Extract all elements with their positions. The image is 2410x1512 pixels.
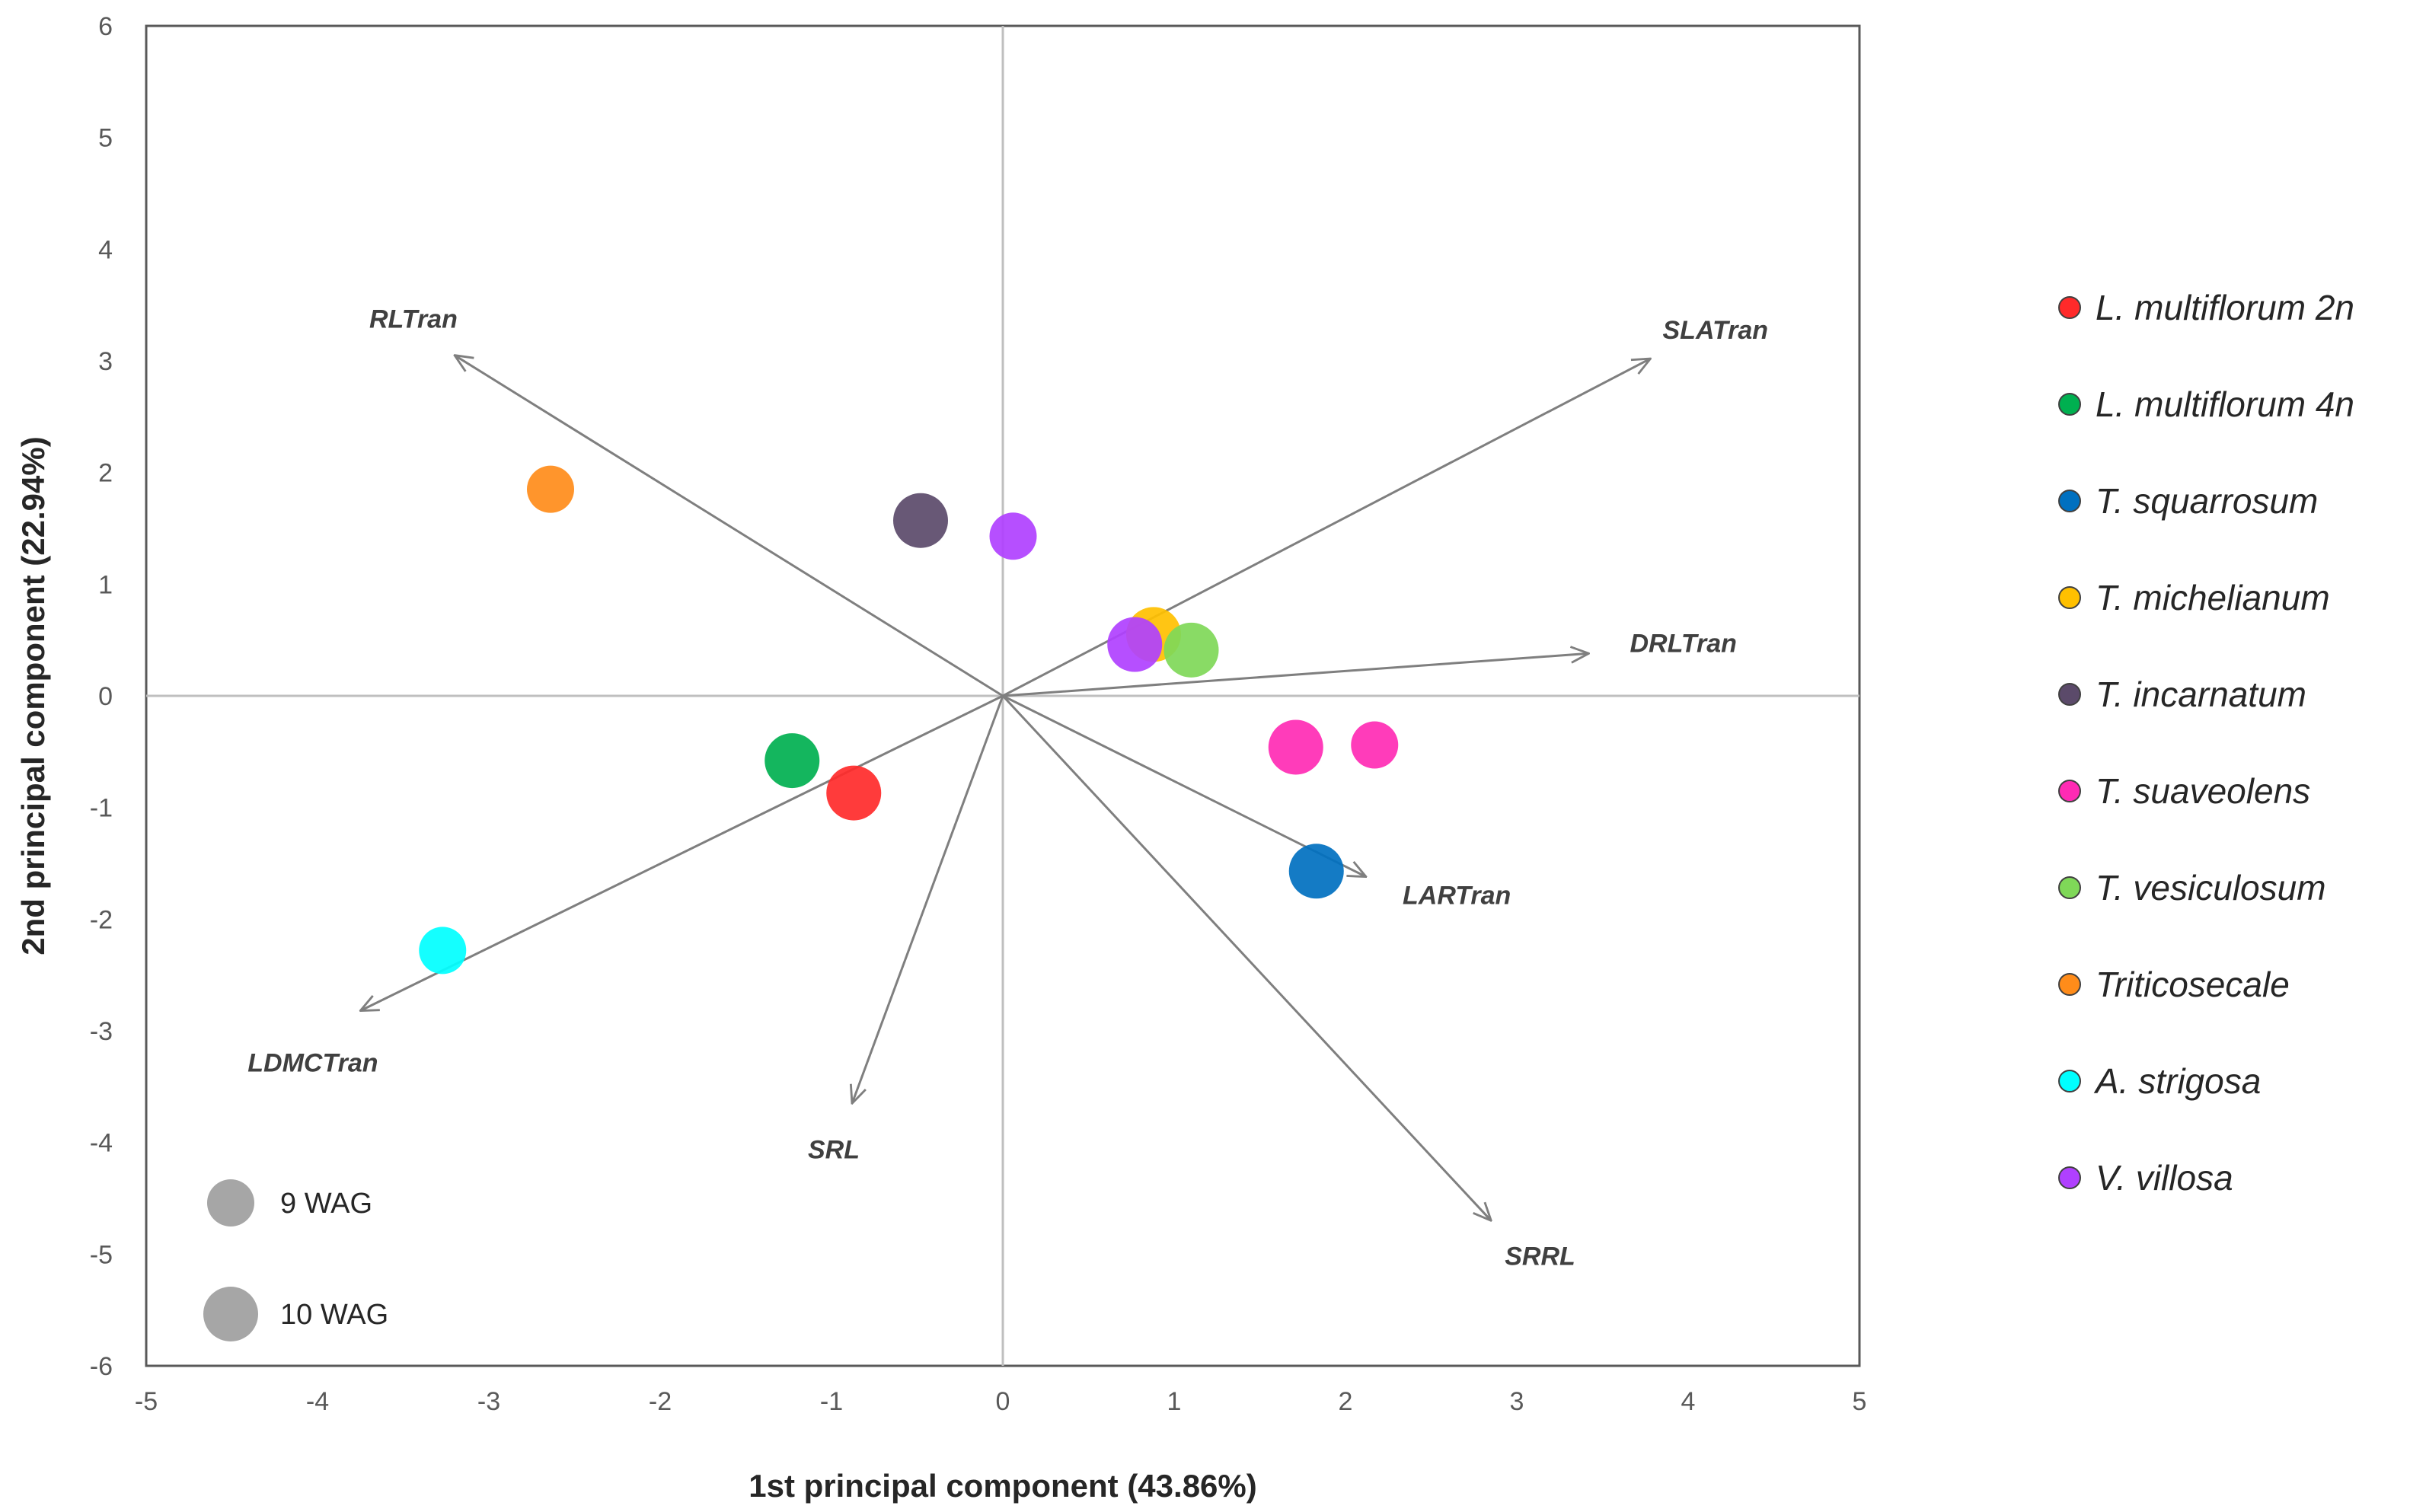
loading-vector-rltran xyxy=(455,356,1004,697)
size-legend: 9 WAG 10 WAG xyxy=(203,1179,388,1341)
x-tick-label: -3 xyxy=(477,1387,500,1416)
legend-marker xyxy=(2058,1166,2081,1189)
y-tick-label: 1 xyxy=(98,570,113,599)
size-legend-label: 10 WAG xyxy=(280,1299,388,1331)
vector-label-drltran: DRLTran xyxy=(1630,629,1737,658)
vector-label-lartran: LARTran xyxy=(1403,882,1511,911)
legend-marker xyxy=(2058,393,2081,416)
data-point[interactable] xyxy=(893,493,948,548)
legend-marker xyxy=(2058,973,2081,996)
legend-label: T. michelianum xyxy=(2096,578,2330,617)
x-tick-label: 5 xyxy=(1853,1387,1867,1416)
x-tick-label: -2 xyxy=(649,1387,672,1416)
x-tick-label: 4 xyxy=(1681,1387,1696,1416)
legend-marker xyxy=(2058,490,2081,512)
data-point[interactable] xyxy=(1164,622,1219,678)
legend-label: T. vesiculosum xyxy=(2096,868,2326,908)
data-point[interactable] xyxy=(419,927,467,975)
data-point[interactable] xyxy=(527,465,574,513)
data-point[interactable] xyxy=(764,733,820,789)
legend-label: L. multiflorum 2n xyxy=(2096,288,2354,327)
x-tick-label: 2 xyxy=(1339,1387,1353,1416)
x-tick-label: -5 xyxy=(135,1387,158,1416)
y-tick-label: 0 xyxy=(98,682,113,711)
data-point[interactable] xyxy=(1351,721,1399,769)
vector-label-rltran: RLTran xyxy=(369,305,458,334)
legend-label: Triticosecale xyxy=(2096,965,2290,1004)
loading-vector-srrl xyxy=(1001,694,1491,1220)
y-tick-label: -6 xyxy=(90,1352,113,1381)
y-tick-label: -3 xyxy=(90,1017,113,1046)
size-legend-marker xyxy=(203,1287,258,1341)
vector-label-ldmctran: LDMCTran xyxy=(247,1049,378,1078)
legend-marker xyxy=(2058,683,2081,706)
size-legend-marker xyxy=(207,1179,254,1227)
legend-label: L. multiflorum 4n xyxy=(2096,384,2354,424)
x-tick-label: 3 xyxy=(1510,1387,1524,1416)
y-axis-title: 2nd principal component (22.94%) xyxy=(15,436,51,955)
legend-label: T. incarnatum xyxy=(2096,675,2306,714)
legend-label: T. suaveolens xyxy=(2096,771,2310,811)
data-point[interactable] xyxy=(1268,719,1323,775)
legend-marker xyxy=(2058,780,2081,802)
legend-marker xyxy=(2058,296,2081,319)
y-tick-label: 5 xyxy=(98,124,113,153)
y-tick-label: 6 xyxy=(98,12,113,41)
data-point[interactable] xyxy=(826,765,882,821)
legend-marker xyxy=(2058,586,2081,609)
x-tick-label: -4 xyxy=(306,1387,329,1416)
legend-label: V. villosa xyxy=(2096,1158,2233,1198)
data-point[interactable] xyxy=(989,512,1037,560)
legend-marker xyxy=(2058,1070,2081,1093)
x-tick-label: 1 xyxy=(1167,1387,1182,1416)
y-tick-label: 2 xyxy=(98,459,113,488)
x-tick-label: -1 xyxy=(820,1387,843,1416)
loading-vector-ldmctran xyxy=(360,694,1004,1011)
loading-vector-drltran xyxy=(1002,653,1589,697)
legend-label: T. squarrosum xyxy=(2096,481,2318,521)
data-point[interactable] xyxy=(1107,617,1163,672)
vector-label-srl: SRL xyxy=(808,1135,860,1164)
size-legend-label: 9 WAG xyxy=(280,1188,372,1220)
loading-vector-srl xyxy=(852,695,1004,1103)
x-tick-label: 0 xyxy=(996,1387,1010,1416)
y-tick-label: -5 xyxy=(90,1240,113,1269)
legend-marker xyxy=(2058,876,2081,899)
y-tick-label: -1 xyxy=(90,794,113,823)
y-tick-label: -2 xyxy=(90,905,113,934)
y-tick-label: -4 xyxy=(90,1129,113,1158)
y-tick-label: 4 xyxy=(98,235,113,264)
y-tick-label: 3 xyxy=(98,347,113,376)
vector-label-srrl: SRRL xyxy=(1505,1242,1575,1271)
legend: L. multiflorum 2n L. multiflorum 4n T. squ… xyxy=(2058,288,2354,1198)
legend-label: A. strigosa xyxy=(2093,1061,2261,1101)
data-point[interactable] xyxy=(1288,844,1344,899)
vector-label-slatran: SLATran xyxy=(1663,316,1769,345)
x-axis-title: 1st principal component (43.86%) xyxy=(749,1468,1257,1504)
